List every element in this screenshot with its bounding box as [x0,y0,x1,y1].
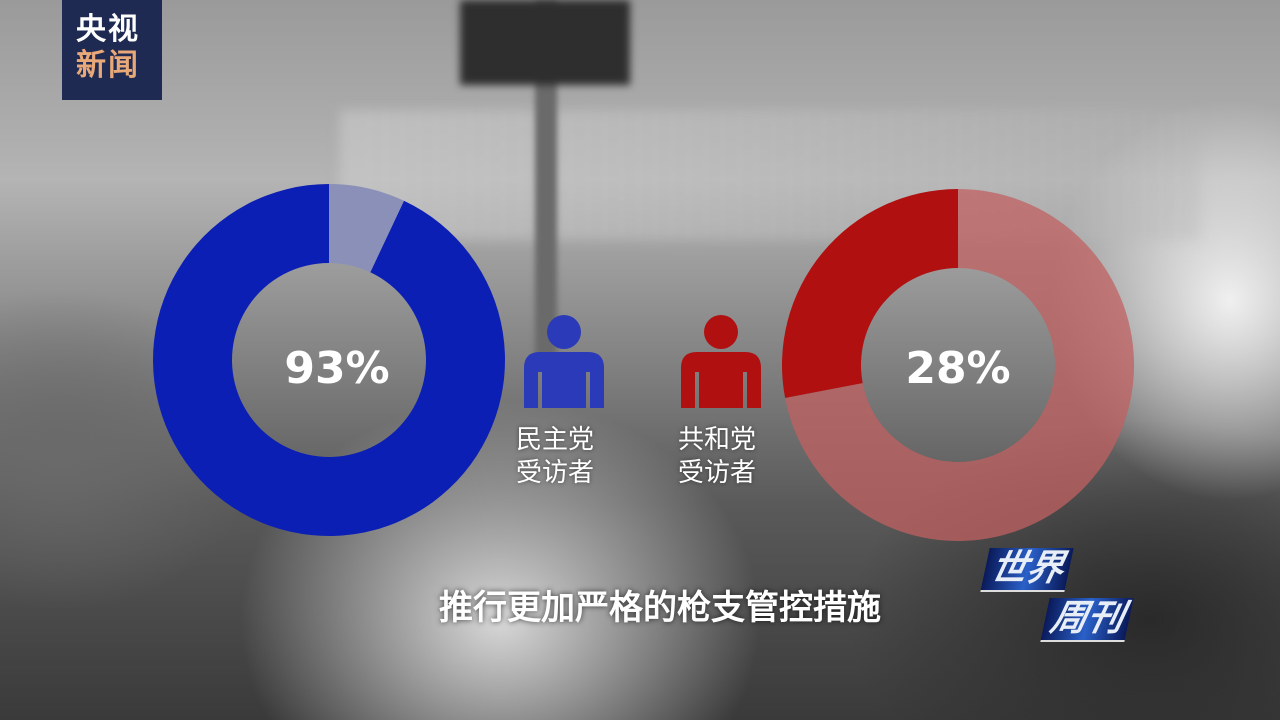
democrat-donut [153,184,506,536]
cctv-news-logo: 央视 新闻 [62,0,162,100]
donut-segment-value [153,184,506,536]
democrat-percent-label: 93% [284,343,389,394]
republican-percent-label: 28% [905,343,1010,394]
republican-person-icon [681,315,761,408]
background-traffic-light [460,0,630,85]
donut-segment-remainder [785,189,1134,542]
democrat-person-icon [524,315,604,408]
democrat-legend: 民主党 受访者 [516,425,595,488]
background-pole [535,0,557,360]
republican-legend: 共和党 受访者 [678,425,757,488]
caption: 推行更加严格的枪支管控措施 [439,588,881,628]
republican-donut [782,189,1134,542]
donut-segment-value [782,189,958,398]
background-sign [340,110,1200,240]
donut-segment-remainder [329,184,404,273]
world-weekly-logo: 世界 周刊 [975,548,1155,648]
